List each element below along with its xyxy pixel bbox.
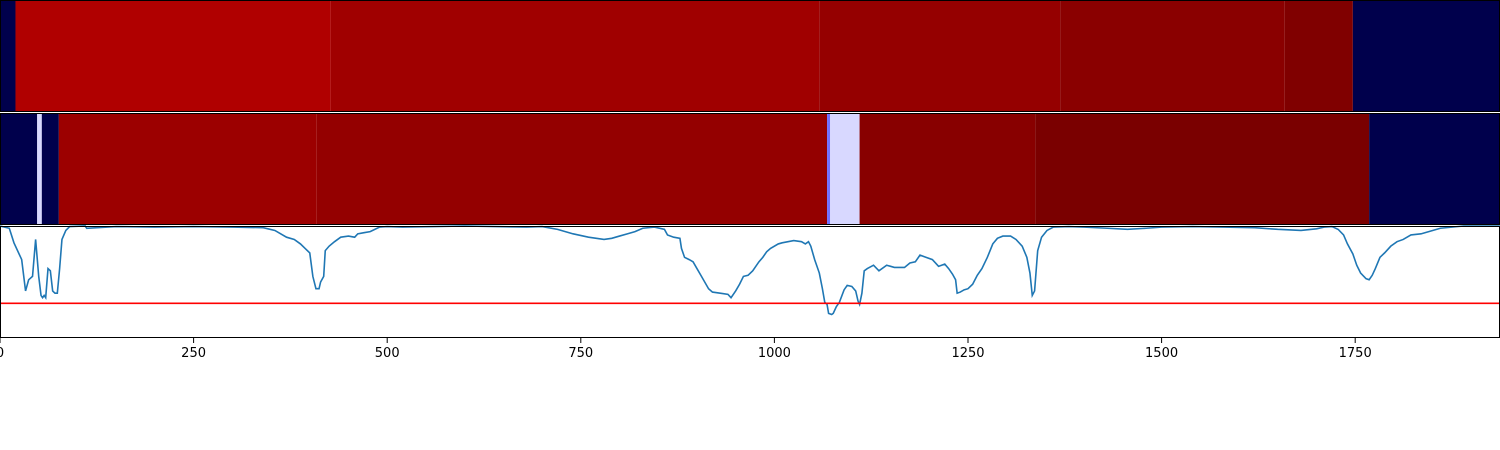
x-tick-label: 1750 (1339, 346, 1372, 361)
series-line (0, 225, 1500, 316)
heatmap-row-2 (0, 113, 1500, 225)
x-tick-label: 500 (375, 346, 400, 361)
x-tick-label: 250 (181, 346, 206, 361)
heatmap-cell-1-4 (819, 0, 1061, 112)
heatmap-cell-2-7 (830, 113, 860, 225)
heatmap-cell-1-1 (0, 0, 16, 112)
x-tick-label: 750 (568, 346, 593, 361)
heatmap-cell-2-6 (827, 113, 831, 225)
heatmap-cell-2-1 (0, 113, 38, 225)
heatmap-cell-2-5 (316, 113, 828, 225)
x-tick-label: 1000 (758, 346, 791, 361)
heatmap-cell-2-3 (41, 113, 59, 225)
heatmap-row-1 (0, 0, 1500, 112)
heatmap-cell-2-4 (58, 113, 317, 225)
heatmap-cell-2-2 (37, 113, 42, 225)
line-panel (0, 0, 1500, 338)
heatmap-cell-2-9 (1035, 113, 1370, 225)
heatmap-cell-1-6 (1284, 0, 1353, 112)
heatmap-cell-1-3 (330, 0, 820, 112)
x-tick-label: 1250 (951, 346, 984, 361)
heatmap-cell-2-8 (859, 113, 1036, 225)
line-panel-background (0, 226, 1500, 338)
x-tick-label: 0 (0, 346, 4, 361)
heatmap-cell-1-5 (1060, 0, 1285, 112)
heatmap-cell-2-10 (1369, 113, 1500, 225)
heatmap-cell-1-7 (1352, 0, 1500, 112)
x-tick-label: 1500 (1145, 346, 1178, 361)
x-axis: 0 250 500 750 1000 1250 1500 1750 (0, 338, 1372, 361)
heatmap-cell-1-2 (15, 0, 331, 112)
